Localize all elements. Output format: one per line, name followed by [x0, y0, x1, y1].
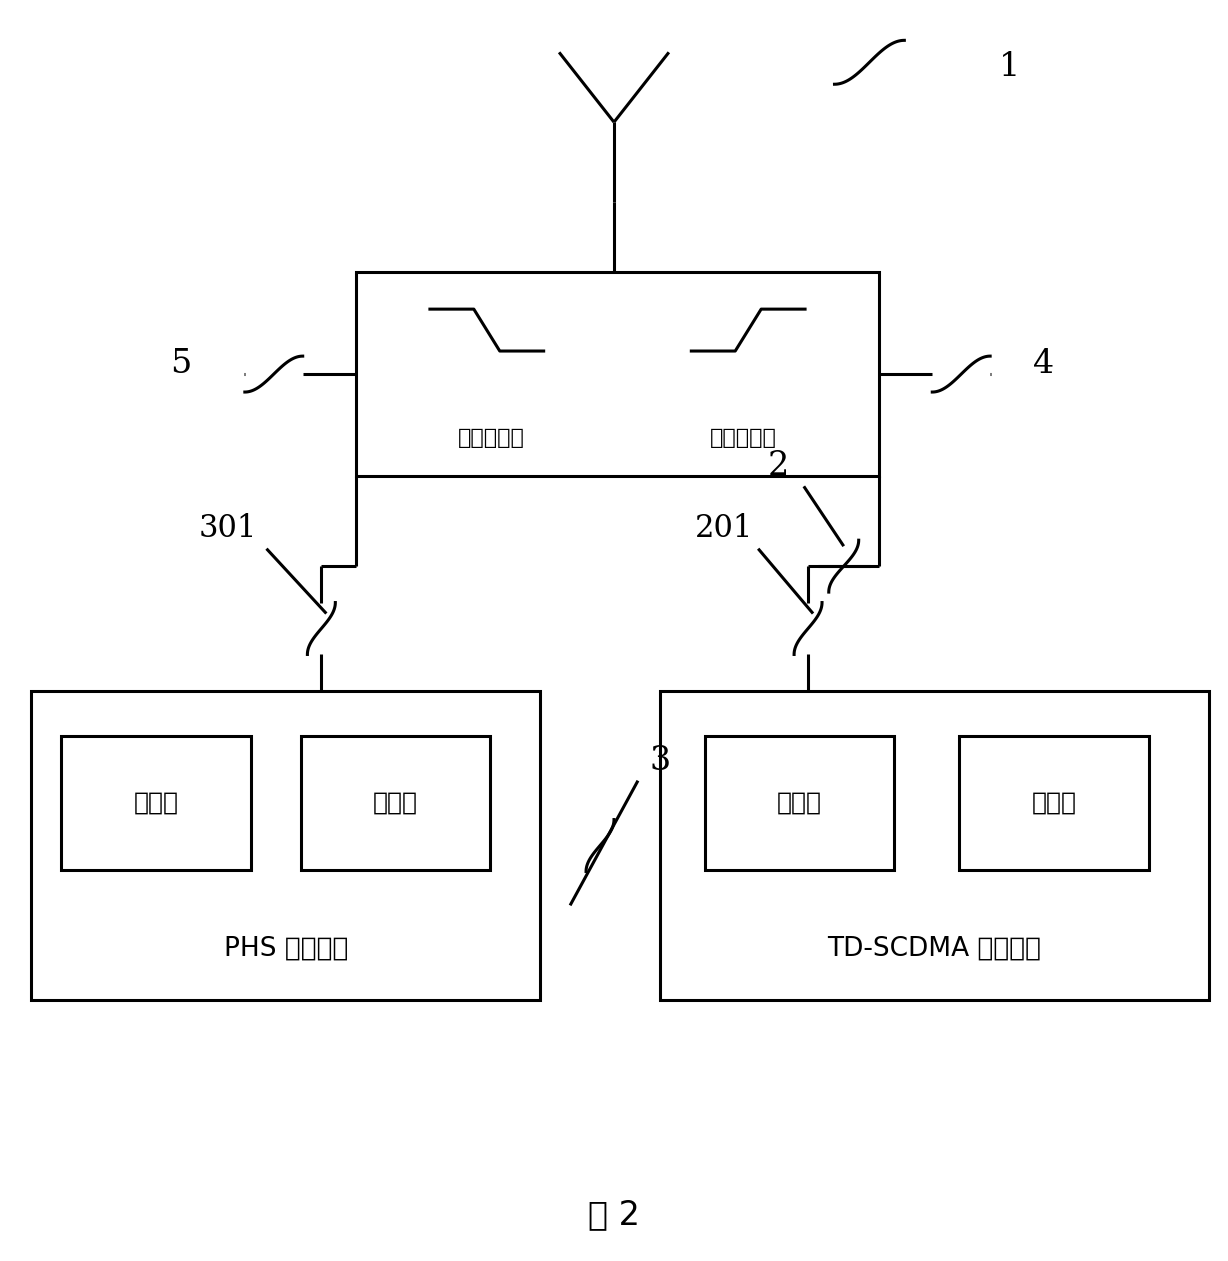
Bar [959, 735, 1148, 870]
Text: 301: 301 [198, 513, 257, 545]
Text: TD-SCDMA 射频模块: TD-SCDMA 射频模块 [828, 936, 1041, 961]
Text: 4: 4 [1034, 348, 1055, 380]
Text: 2: 2 [768, 450, 788, 483]
Text: 发射机: 发射机 [777, 791, 822, 815]
Text: 低通滤波器: 低通滤波器 [458, 429, 526, 449]
Text: 图 2: 图 2 [588, 1198, 640, 1231]
Text: 接收机: 接收机 [373, 791, 418, 815]
Text: 3: 3 [650, 745, 670, 777]
Text: 接收机: 接收机 [1032, 791, 1077, 815]
Bar [705, 735, 894, 870]
Text: 发射机: 发射机 [134, 791, 178, 815]
Text: 5: 5 [171, 348, 192, 380]
Text: PHS 射频模块: PHS 射频模块 [223, 936, 348, 961]
Bar [301, 735, 490, 870]
Bar [356, 272, 879, 477]
Bar [61, 735, 251, 870]
Bar [659, 691, 1208, 1000]
Text: 高通滤波器: 高通滤波器 [710, 429, 776, 449]
Text: 201: 201 [695, 513, 753, 545]
Text: 1: 1 [998, 52, 1019, 83]
Bar [32, 691, 540, 1000]
